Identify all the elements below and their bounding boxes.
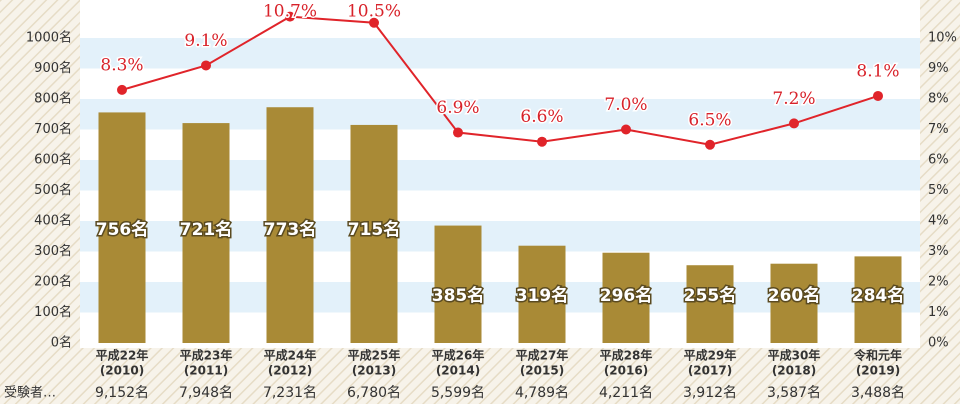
line-value-label: 6.6%: [520, 107, 563, 127]
x-tick-sublabel: (2017): [688, 364, 732, 378]
line-point: [873, 90, 883, 101]
bar: [854, 256, 902, 343]
x-tick-sublabel: (2012): [268, 364, 312, 378]
line-value-label: 10.7%: [263, 2, 317, 22]
line-point: [201, 60, 211, 71]
line-point: [453, 127, 463, 138]
y2-tick-label: 1%: [928, 305, 949, 320]
y2-tick-label: 9%: [928, 61, 949, 76]
y2-tick-label: 0%: [928, 336, 949, 351]
applicant-count: 3,912名: [683, 385, 737, 401]
bar-value-label: 255名: [684, 285, 737, 306]
x-tick-label: 平成24年: [264, 348, 317, 363]
line-value-label: 9.1%: [184, 31, 227, 51]
applicant-count: 4,211名: [599, 385, 653, 401]
applicant-count: 9,152名: [95, 385, 149, 401]
applicant-count: 3,488名: [851, 385, 905, 401]
y-tick-label: 800名: [34, 91, 72, 107]
line-point: [621, 124, 631, 135]
bar: [266, 107, 314, 343]
line-point: [789, 118, 799, 129]
bar-value-label: 319名: [516, 285, 569, 306]
bar: [350, 124, 398, 343]
y-tick-label: 0名: [51, 335, 72, 351]
applicant-count: 4,789名: [515, 385, 569, 401]
bar: [686, 265, 734, 343]
applicant-count: 3,587名: [767, 385, 821, 401]
grid-band: [80, 38, 920, 69]
y2-tick-label: 4%: [928, 214, 949, 229]
y-tick-label: 500名: [34, 182, 72, 198]
line-value-label: 7.2%: [772, 89, 815, 109]
bar-value-label: 756名: [96, 219, 149, 240]
bar-value-label: 284名: [852, 285, 905, 306]
line-point: [537, 136, 547, 147]
applicant-count: 5,599名: [431, 385, 485, 401]
line-point: [705, 139, 715, 150]
y2-tick-label: 10%: [928, 31, 957, 46]
y-tick-label: 600名: [34, 152, 72, 168]
x-tick-label: 平成30年: [768, 348, 821, 363]
x-tick-label: 平成22年: [96, 348, 149, 363]
x-tick-sublabel: (2015): [520, 364, 564, 378]
y2-tick-label: 2%: [928, 275, 949, 290]
line-value-label: 8.1%: [856, 61, 899, 81]
y-tick-label: 700名: [34, 121, 72, 137]
x-tick-label: 平成23年: [180, 348, 233, 363]
bar: [518, 245, 566, 343]
y-tick-label: 100名: [34, 304, 72, 320]
x-tick-sublabel: (2016): [604, 364, 648, 378]
line-point: [117, 84, 127, 95]
applicant-count: 6,780名: [347, 385, 401, 401]
x-tick-label: 平成29年: [684, 348, 737, 363]
y2-tick-label: 8%: [928, 92, 949, 107]
x-tick-label: 平成25年: [348, 348, 401, 363]
line-value-label: 6.5%: [688, 110, 731, 130]
line-point: [285, 11, 295, 22]
line-value-label: 6.9%: [436, 98, 479, 118]
applicant-count: 7,231名: [263, 385, 317, 401]
line-point: [369, 17, 379, 28]
line-value-label: 7.0%: [604, 95, 647, 115]
bar: [602, 252, 650, 343]
bar-value-label: 385名: [432, 285, 485, 306]
x-tick-label: 平成28年: [600, 348, 653, 363]
bar-value-label: 773名: [264, 219, 317, 240]
bar-value-label: 715名: [348, 219, 401, 240]
y-tick-label: 300名: [34, 243, 72, 259]
y2-tick-label: 7%: [928, 122, 949, 137]
x-tick-sublabel: (2014): [436, 364, 480, 378]
y2-tick-label: 5%: [928, 183, 949, 198]
bar-value-label: 721名: [180, 219, 233, 240]
x-tick-label: 平成27年: [516, 348, 569, 363]
applicant-count: 7,948名: [179, 385, 233, 401]
y-tick-label: 1000名: [26, 30, 72, 46]
y2-tick-label: 3%: [928, 244, 949, 259]
bar-value-label: 260名: [768, 285, 821, 306]
x-tick-label: 令和元年: [853, 348, 902, 363]
line-value-label: 8.3%: [100, 55, 143, 75]
line-value-label: 10.5%: [347, 2, 401, 22]
y-tick-label: 900名: [34, 60, 72, 76]
x-tick-sublabel: (2019): [856, 364, 900, 378]
y-tick-label: 200名: [34, 274, 72, 290]
x-tick-sublabel: (2010): [100, 364, 144, 378]
bar-value-label: 296名: [600, 285, 653, 306]
x-tick-sublabel: (2013): [352, 364, 396, 378]
line: [121, 15, 879, 146]
x-tick-sublabel: (2011): [184, 364, 228, 378]
x-tick-sublabel: (2018): [772, 364, 816, 378]
bar: [182, 123, 230, 343]
y-tick-label: 400名: [34, 213, 72, 229]
bar: [770, 263, 818, 343]
bar: [98, 112, 146, 343]
bar: [434, 225, 482, 343]
row-label: 受験者…: [4, 386, 56, 401]
y2-tick-label: 6%: [928, 153, 949, 168]
x-tick-label: 平成26年: [432, 348, 485, 363]
